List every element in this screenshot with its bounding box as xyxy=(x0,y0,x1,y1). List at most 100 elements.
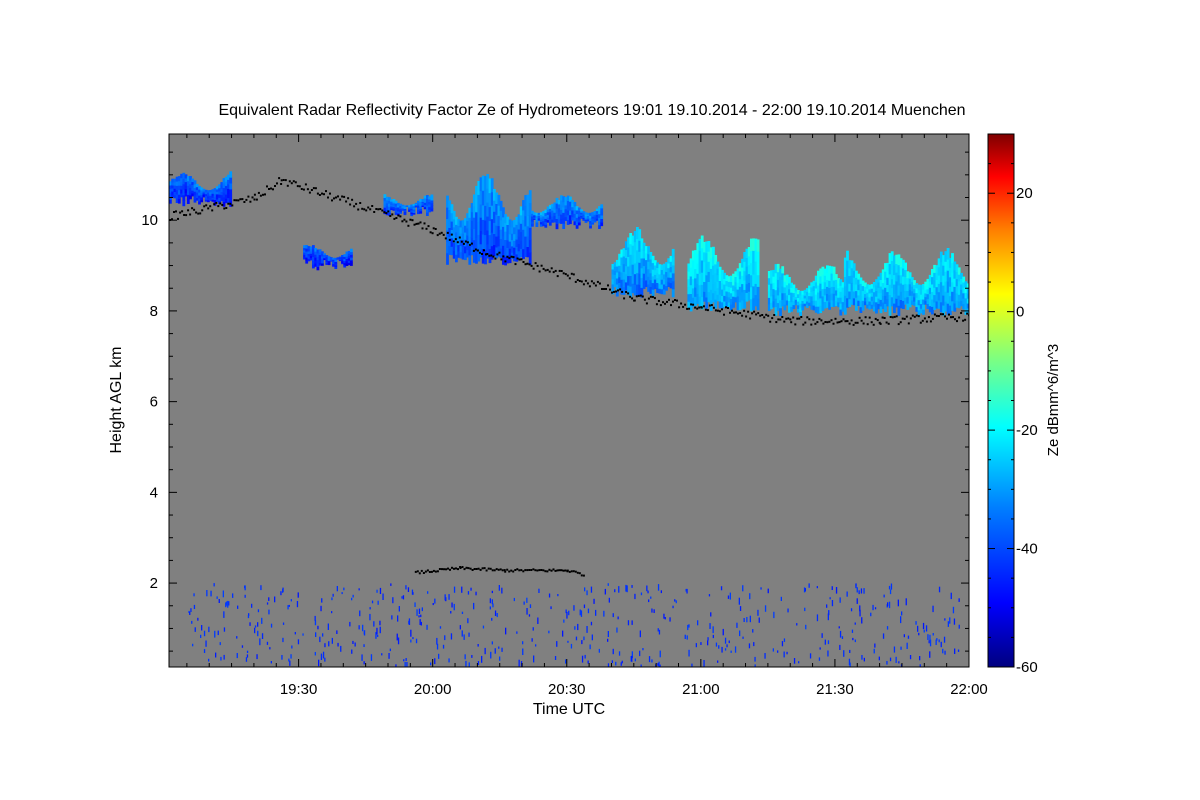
clutter-speck xyxy=(581,640,583,645)
clutter-speck xyxy=(516,631,518,634)
clutter-speck xyxy=(520,661,523,667)
cloud-cell xyxy=(484,176,487,192)
cloud-cell xyxy=(808,288,811,293)
cloud-cell xyxy=(946,259,950,271)
clutter-speck xyxy=(625,584,627,592)
cloud-cell xyxy=(309,248,313,252)
cloud-cell xyxy=(430,202,434,206)
clutter-speck xyxy=(289,660,291,666)
cloud-cell xyxy=(633,230,637,243)
cloud-cell xyxy=(908,289,912,296)
clutter-speck xyxy=(405,585,407,590)
cloud-cell xyxy=(169,181,172,186)
cloud-cell xyxy=(919,298,923,305)
cloud-cell xyxy=(964,292,968,299)
cloud-cell xyxy=(314,248,318,252)
cloud-cell xyxy=(595,210,599,213)
cloud-base-dot xyxy=(783,320,786,323)
cloud-base-dot xyxy=(609,288,611,291)
cloud-cell xyxy=(323,258,326,261)
cloud-cell xyxy=(669,255,673,262)
cloud-base-dot xyxy=(903,317,906,320)
cloud-base-dot xyxy=(767,314,770,317)
cloud-cell xyxy=(452,234,456,243)
cloud-cell xyxy=(195,197,199,201)
cloud-cell xyxy=(653,260,657,266)
clutter-speck xyxy=(268,609,270,615)
cloud-cell xyxy=(394,200,398,204)
clutter-speck xyxy=(270,623,273,628)
clutter-speck xyxy=(708,594,711,597)
cloud-cell xyxy=(872,301,876,307)
cloud-cell xyxy=(566,195,570,201)
cloud-cell xyxy=(177,185,181,191)
cloud-cell xyxy=(419,201,423,205)
cloud-cell xyxy=(636,261,639,274)
cloud-cell xyxy=(850,275,854,283)
cloud-cell xyxy=(573,205,577,211)
clutter-speck xyxy=(363,644,365,647)
cloud-cell xyxy=(493,233,496,246)
cloud-base-dot xyxy=(627,292,630,295)
cloud-base-dot xyxy=(946,317,948,320)
cloud-cell xyxy=(546,206,550,210)
cloud-cell xyxy=(669,266,673,273)
clutter-speck xyxy=(816,586,818,589)
cloud-base-dot xyxy=(345,200,348,203)
cloud-base-dot xyxy=(321,192,323,195)
clutter-speck xyxy=(319,636,321,643)
cloud-cell xyxy=(926,283,930,290)
cloud-base-dot xyxy=(416,570,419,573)
cloud-cell xyxy=(470,246,474,256)
cloud-cell xyxy=(173,191,177,196)
cloud-base-dot xyxy=(284,179,287,182)
cloud-cell xyxy=(879,286,883,294)
cloud-cell xyxy=(452,226,456,236)
cloud-cell xyxy=(796,304,800,309)
cloud-base-dot xyxy=(241,198,244,201)
cloud-base-dot xyxy=(411,219,414,222)
cloud-cell xyxy=(477,194,481,209)
clutter-speck xyxy=(288,658,290,662)
cloud-cell xyxy=(705,263,709,276)
cloud-cell xyxy=(953,286,957,296)
cloud-cell xyxy=(823,268,827,276)
clutter-speck xyxy=(872,604,874,611)
cloud-base-dot xyxy=(818,317,821,320)
cloud-cell xyxy=(401,206,405,209)
cloud-base-dot xyxy=(434,570,437,573)
cloud-cell xyxy=(499,229,503,240)
cloud-cell xyxy=(347,255,351,259)
clutter-speck xyxy=(634,593,636,600)
cloud-cell xyxy=(814,293,818,301)
cloud-cell xyxy=(781,279,785,287)
cloud-cell xyxy=(551,216,554,220)
cloud-base-dot xyxy=(704,308,707,311)
clutter-speck xyxy=(754,656,756,662)
cloud-base-dot xyxy=(544,570,547,573)
cloud-cell xyxy=(347,260,351,263)
cloud-cell xyxy=(169,199,172,204)
clutter-speck xyxy=(407,587,410,592)
clutter-speck xyxy=(717,660,719,663)
cloud-cell xyxy=(403,206,407,209)
cloud-cell xyxy=(745,283,749,293)
cloud-cell xyxy=(812,300,816,306)
clutter-speck xyxy=(593,598,595,604)
cloud-cell xyxy=(660,288,664,295)
clutter-speck xyxy=(861,617,863,624)
cloud-cell xyxy=(615,259,619,267)
clutter-speck xyxy=(203,630,206,637)
cloud-cell xyxy=(421,201,425,204)
cloud-cell xyxy=(401,205,405,208)
cloud-cell xyxy=(207,190,210,193)
clutter-speck xyxy=(379,587,382,594)
cloud-base-dot xyxy=(419,221,422,224)
cloud-cell xyxy=(186,189,190,195)
clutter-speck xyxy=(722,628,724,636)
cloud-cell xyxy=(645,279,648,288)
clutter-speck xyxy=(669,617,671,622)
cloud-base-dot xyxy=(582,283,585,286)
clutter-speck xyxy=(522,648,524,655)
cloud-base-dot xyxy=(286,184,289,187)
